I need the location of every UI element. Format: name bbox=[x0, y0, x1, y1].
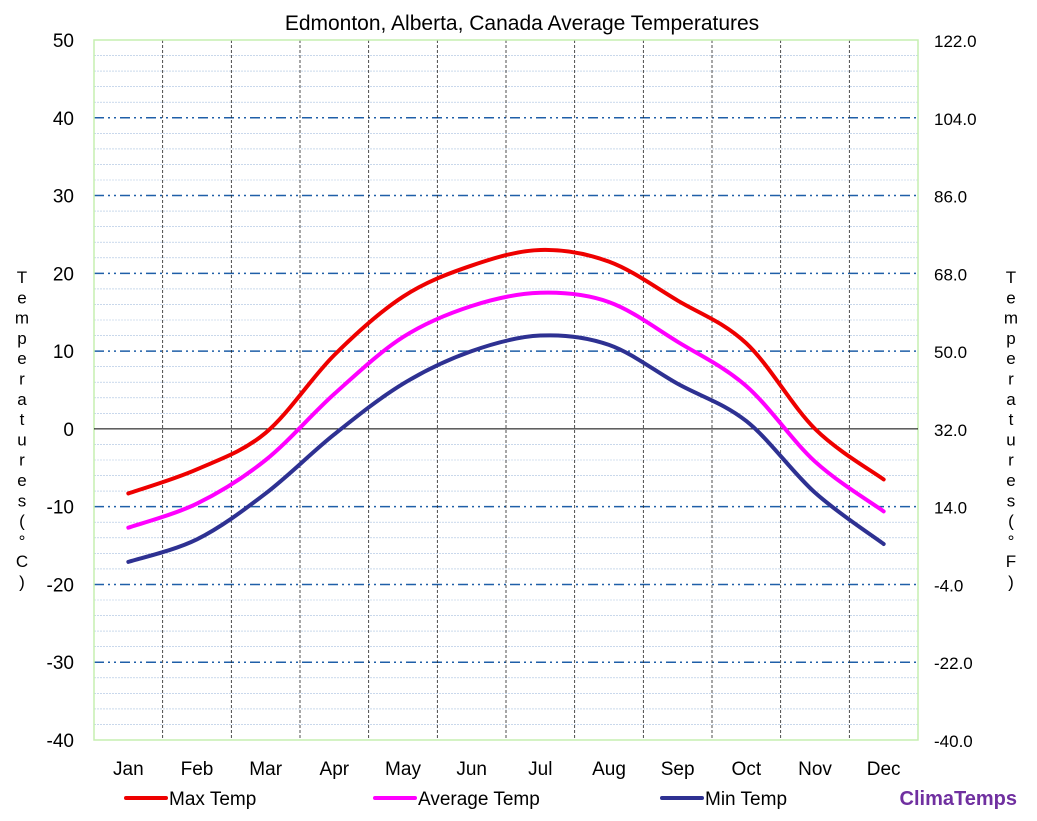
axis-label-char: a bbox=[1006, 390, 1016, 409]
series-line-min-temp bbox=[126, 333, 886, 564]
axis-label-char: r bbox=[19, 451, 25, 470]
left-y-tick-labels: 50 40 30 20 10 0 -10 -20 -30 -40 bbox=[47, 31, 74, 752]
right-y-tick-label: 104.0 bbox=[934, 110, 977, 129]
right-y-tick-label: 122.0 bbox=[934, 32, 977, 51]
right-y-axis-label: Temperatures(°F) bbox=[1004, 268, 1018, 592]
axis-label-char: ( bbox=[1008, 512, 1014, 531]
axis-label-char: e bbox=[1006, 288, 1015, 307]
right-y-tick-label: -40.0 bbox=[934, 732, 973, 751]
axis-label-char: p bbox=[17, 329, 26, 348]
axis-label-char: T bbox=[17, 268, 27, 287]
axis-label-char: s bbox=[1007, 491, 1016, 510]
axis-label-char: ° bbox=[19, 532, 26, 551]
x-tick-label: Mar bbox=[249, 759, 282, 780]
watermark-climatemps: ClimaTemps bbox=[900, 788, 1017, 810]
x-tick-label: Feb bbox=[181, 759, 214, 780]
axis-label-char: r bbox=[19, 370, 25, 389]
x-tick-label: Sep bbox=[661, 759, 695, 780]
month-gridlines bbox=[162, 40, 850, 740]
right-y-tick-label: 68.0 bbox=[934, 265, 967, 284]
axis-label-char: r bbox=[1008, 451, 1014, 470]
axis-label-char: F bbox=[1006, 552, 1016, 571]
x-tick-label: Jul bbox=[528, 759, 552, 780]
x-tick-label: Jun bbox=[456, 759, 487, 780]
left-y-tick-label: 0 bbox=[63, 420, 74, 441]
axis-label-char: m bbox=[15, 309, 29, 328]
left-y-tick-label: -40 bbox=[47, 731, 74, 752]
right-y-tick-label: -22.0 bbox=[934, 654, 973, 673]
left-y-axis-label: Temperatures(°C) bbox=[15, 268, 29, 592]
axis-label-char: a bbox=[17, 390, 27, 409]
series-lines bbox=[126, 247, 886, 564]
right-y-tick-labels: 122.0 104.0 86.0 68.0 50.0 32.0 14.0 -4.0 -22.0 -… bbox=[934, 32, 977, 751]
axis-label-char: u bbox=[17, 430, 26, 449]
x-tick-label: Oct bbox=[732, 759, 762, 780]
left-y-tick-label: 20 bbox=[53, 264, 74, 285]
axis-label-char: C bbox=[16, 552, 28, 571]
left-y-tick-label: 40 bbox=[53, 109, 74, 130]
series-line-average-temp bbox=[126, 290, 886, 530]
right-y-tick-label: 86.0 bbox=[934, 188, 967, 207]
legend-label-max-temp: Max Temp bbox=[169, 789, 256, 810]
plot-area-border bbox=[93, 39, 919, 741]
left-y-tick-label: -20 bbox=[47, 575, 74, 596]
x-tick-label: Nov bbox=[798, 759, 832, 780]
x-tick-labels: Jan Feb Mar Apr May Jun Jul Aug Sep Oct Nov Dec bbox=[113, 759, 901, 780]
axis-label-char: e bbox=[17, 349, 26, 368]
right-y-tick-label: -4.0 bbox=[934, 576, 963, 595]
axis-label-char: e bbox=[17, 471, 26, 490]
axis-label-char: e bbox=[17, 288, 26, 307]
x-tick-label: Aug bbox=[592, 759, 626, 780]
right-y-tick-label: 32.0 bbox=[934, 421, 967, 440]
x-tick-label: Jan bbox=[113, 759, 144, 780]
axis-label-char: u bbox=[1006, 430, 1015, 449]
left-y-tick-label: 30 bbox=[53, 187, 74, 208]
axis-label-char: m bbox=[1004, 309, 1018, 328]
x-tick-label: Apr bbox=[320, 759, 350, 780]
left-y-tick-label: 50 bbox=[53, 31, 74, 52]
series-line-max-temp bbox=[126, 247, 886, 496]
chart-title: Edmonton, Alberta, Canada Average Temper… bbox=[285, 12, 759, 35]
left-y-tick-label: -10 bbox=[47, 498, 74, 519]
axis-label-char: r bbox=[1008, 370, 1014, 389]
axis-label-char: ) bbox=[19, 573, 25, 592]
axis-label-char: T bbox=[1006, 268, 1016, 287]
axis-label-char: e bbox=[1006, 349, 1015, 368]
left-y-tick-label: 10 bbox=[53, 342, 74, 363]
axis-label-char: t bbox=[20, 410, 25, 429]
axis-label-char: t bbox=[1009, 410, 1014, 429]
right-y-tick-label: 14.0 bbox=[934, 499, 967, 518]
axis-label-char: ° bbox=[1008, 532, 1015, 551]
right-y-tick-label: 50.0 bbox=[934, 343, 967, 362]
axis-label-char: ) bbox=[1008, 573, 1014, 592]
x-tick-label: May bbox=[385, 759, 421, 780]
axis-label-char: ( bbox=[19, 512, 25, 531]
legend: Max Temp Average Temp Min Temp bbox=[124, 789, 787, 810]
legend-label-average-temp: Average Temp bbox=[418, 789, 540, 810]
axis-label-char: p bbox=[1006, 329, 1015, 348]
left-y-tick-label: -30 bbox=[47, 653, 74, 674]
axis-label-char: s bbox=[18, 491, 27, 510]
x-tick-label: Dec bbox=[867, 759, 901, 780]
legend-label-min-temp: Min Temp bbox=[705, 789, 787, 810]
axis-label-char: e bbox=[1006, 471, 1015, 490]
